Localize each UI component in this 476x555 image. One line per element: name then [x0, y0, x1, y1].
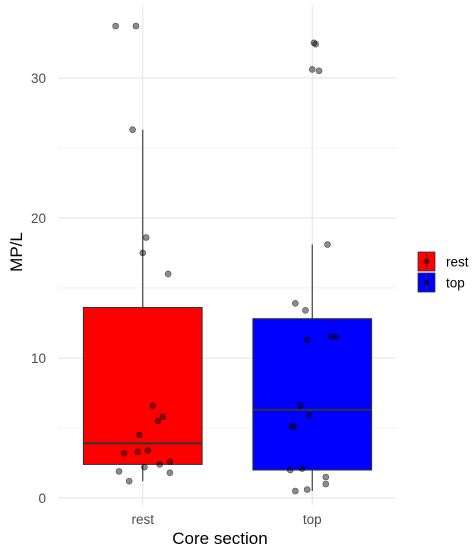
data-point — [308, 66, 316, 73]
y-axis-title: MP/L — [7, 232, 26, 272]
data-point — [156, 461, 163, 468]
data-point — [332, 333, 340, 341]
y-tick-label: 0 — [38, 491, 46, 506]
data-point — [166, 458, 174, 465]
data-point — [312, 40, 319, 48]
legend-label: rest — [446, 255, 469, 270]
data-point — [141, 463, 148, 471]
data-point — [139, 249, 147, 257]
data-point — [144, 447, 152, 454]
data-point — [291, 300, 299, 307]
y-tick-label: 20 — [31, 211, 46, 226]
data-point — [298, 465, 306, 472]
legend-key-point — [423, 258, 430, 265]
legend-label: top — [446, 276, 465, 291]
data-point — [125, 477, 133, 485]
data-point — [324, 241, 331, 248]
data-point — [164, 270, 172, 278]
data-point — [322, 480, 330, 488]
y-tick-label: 30 — [31, 71, 46, 86]
data-point — [154, 417, 162, 425]
box-top — [252, 318, 373, 471]
data-point — [115, 468, 123, 475]
data-point — [134, 448, 141, 456]
axes: Core section MP/L 0 10 20 30 rest top — [7, 71, 322, 548]
data-point — [315, 67, 323, 75]
data-point — [291, 487, 299, 495]
y-tick-label: 10 — [31, 351, 46, 366]
data-point — [303, 336, 311, 344]
boxes — [82, 129, 373, 491]
x-axis-title: Core section — [172, 529, 267, 548]
legend-key-point — [423, 279, 430, 286]
data-point — [120, 449, 128, 457]
data-point — [327, 333, 335, 341]
data-point — [290, 423, 297, 430]
x-tick-label: rest — [131, 512, 154, 527]
data-point — [129, 126, 136, 133]
data-point — [166, 469, 174, 477]
data-point — [288, 423, 296, 430]
legend: rest top — [417, 251, 469, 293]
data-point — [302, 307, 309, 314]
data-point — [305, 412, 313, 419]
data-point — [159, 413, 167, 421]
box-rest — [82, 306, 203, 465]
x-tick-label: top — [303, 512, 322, 527]
data-point — [149, 402, 157, 409]
data-point — [286, 466, 294, 474]
data-point — [297, 402, 304, 409]
data-point — [132, 22, 140, 30]
data-point — [142, 234, 150, 241]
data-point — [322, 473, 330, 481]
points — [112, 22, 340, 495]
data-point — [112, 22, 119, 30]
data-point — [136, 431, 143, 439]
data-point — [303, 486, 311, 493]
